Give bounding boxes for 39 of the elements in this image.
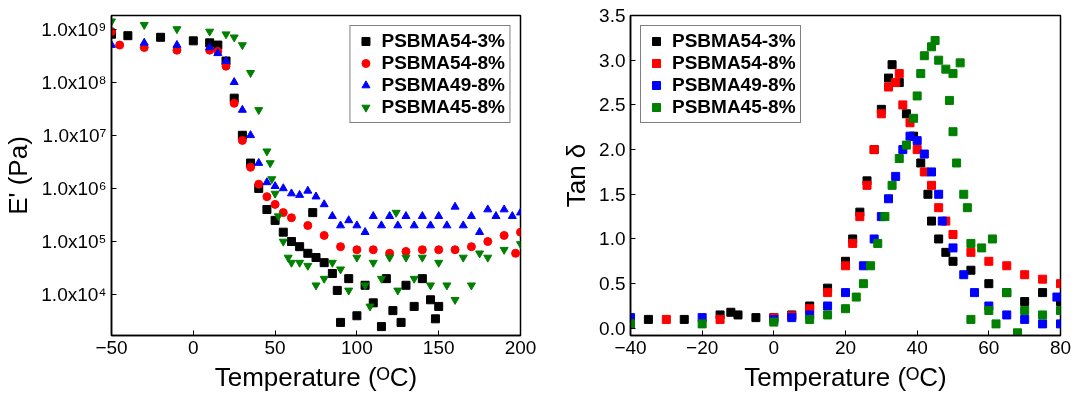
x-tick-label: 0	[188, 336, 199, 358]
y-tick-label: 1.0x10⁵	[41, 231, 107, 253]
y-axis-title: E' (Pa)	[3, 136, 34, 215]
legend-label: PSBMA54-3%	[672, 30, 796, 52]
x-tick-label: 50	[264, 336, 286, 358]
legend-label: PSBMA45-8%	[672, 96, 796, 118]
x-tick-label: 200	[504, 336, 537, 358]
x-tick-label: 80	[1049, 336, 1072, 358]
y-tick-label: 1.0	[599, 228, 626, 250]
y-tick-label: 1.0x10⁷	[42, 124, 107, 146]
x-tick-label: −20	[686, 336, 719, 358]
x-axis-title: Temperature (ᴼC)	[214, 361, 418, 392]
legend-label: PSBMA54-8%	[672, 52, 796, 74]
y-tick-label: 1.0x10⁹	[41, 18, 107, 40]
legend-label: PSBMA54-8%	[381, 52, 505, 74]
x-tick-label: 0	[768, 336, 780, 358]
x-tick-label: 20	[834, 336, 857, 358]
x-tick-label: 60	[978, 336, 1000, 358]
y-axis-title: Tan δ	[561, 143, 592, 208]
y-tick-label: 2.0	[599, 139, 626, 161]
legend-label: PSBMA54-3%	[381, 30, 505, 52]
y-tick-label: 1.0x10⁴	[41, 284, 107, 306]
y-tick-label: 1.0x10⁶	[41, 177, 107, 199]
legend-label: PSBMA49-8%	[381, 74, 505, 96]
y-tick-label: 0.5	[599, 273, 626, 295]
x-axis-title: Temperature (ᴼC)	[744, 361, 947, 392]
y-tick-label: 3.0	[599, 49, 626, 71]
y-tick-label: 3.5	[599, 5, 626, 26]
y-tick-label: 0.0	[599, 317, 626, 339]
x-tick-label: −40	[614, 336, 647, 358]
legend-label: PSBMA49-8%	[672, 74, 796, 96]
y-tick-label: 2.5	[599, 94, 626, 116]
y-tick-label: 1.0x10⁸	[41, 71, 107, 93]
x-tick-label: 40	[906, 336, 928, 358]
legend-label: PSBMA45-8%	[381, 96, 505, 118]
y-tick-label: 1.5	[599, 183, 626, 205]
x-tick-label: 150	[422, 336, 455, 358]
x-tick-label: −50	[95, 336, 128, 358]
x-tick-label: 100	[341, 336, 373, 358]
